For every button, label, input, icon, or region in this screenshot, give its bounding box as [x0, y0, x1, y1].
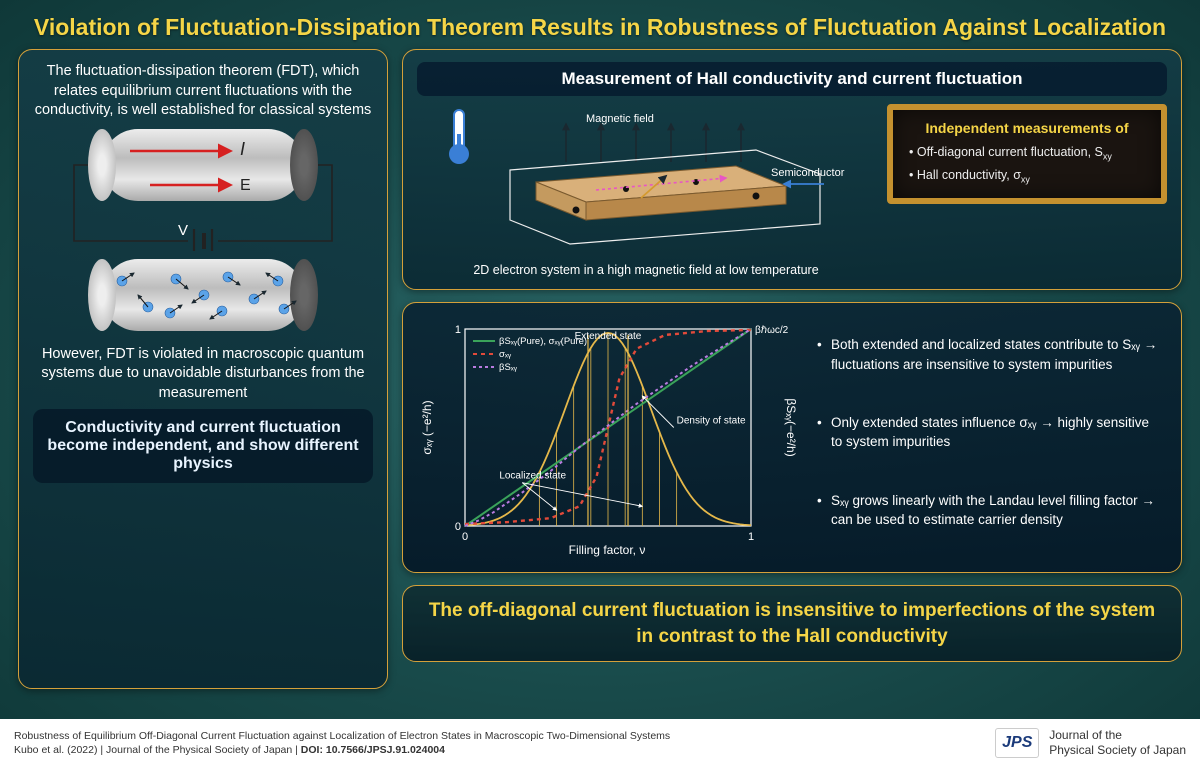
- footer-journal: JPS Journal of the Physical Society of J…: [995, 728, 1186, 758]
- main-grid: The fluctuation-dissipation theorem (FDT…: [0, 49, 1200, 689]
- svg-text:Density of state: Density of state: [677, 416, 746, 427]
- chart-bullets: Both extended and localized states contr…: [813, 315, 1167, 560]
- semiconductor-svg: Magnetic field: [436, 104, 856, 254]
- bullet-3: Sₓᵧ grows linearly with the Landau level…: [817, 491, 1163, 530]
- left-callout: Conductivity and current fluctuation bec…: [33, 409, 373, 483]
- svg-text:βℏωc/2: βℏωc/2: [755, 325, 789, 336]
- chalkboard: Independent measurements of Off-diagonal…: [887, 104, 1167, 204]
- jps-logo-icon: JPS: [995, 728, 1039, 758]
- svg-text:Localized state: Localized state: [499, 471, 566, 482]
- svg-text:0: 0: [455, 521, 461, 533]
- circuit-svg: I E V: [70, 121, 336, 251]
- svg-text:βSₓᵧ(Pure), σₓᵧ(Pure): βSₓᵧ(Pure), σₓᵧ(Pure): [499, 336, 587, 347]
- cylinder-diagrams: I E V: [33, 121, 373, 341]
- svg-text:σₓᵧ: σₓᵧ: [499, 349, 512, 360]
- measurement-panel: Measurement of Hall conductivity and cur…: [402, 49, 1182, 290]
- slab: [536, 166, 786, 220]
- chart-panel: 0 1 0 1 Filling factor, ν σₓᵧ (−e²/h) βSₓᵧ(−e²…: [402, 302, 1182, 573]
- chart-container: 0 1 0 1 Filling factor, ν σₓᵧ (−e²/h) βSₓᵧ(−e²…: [417, 315, 797, 560]
- cylinder-conductor: I E V: [88, 129, 318, 201]
- cylinder-quantum: [88, 259, 318, 331]
- conclusion-banner: The off-diagonal current fluctuation is …: [402, 585, 1182, 662]
- footer-citation: Robustness of Equilibrium Off-Diagonal C…: [14, 729, 670, 757]
- intro-text: The fluctuation-dissipation theorem (FDT…: [33, 62, 373, 121]
- bullet-1: Both extended and localized states contr…: [817, 335, 1163, 374]
- label-I: I: [240, 139, 245, 159]
- svg-text:βSₓᵧ(−e²/h): βSₓᵧ(−e²/h): [784, 398, 797, 456]
- secondary-text: However, FDT is violated in macroscopic …: [33, 345, 373, 404]
- label-semiconductor: Semiconductor: [771, 167, 845, 179]
- svg-text:βSₓᵧ: βSₓᵧ: [499, 362, 518, 373]
- semiconductor-caption: 2D electron system in a high magnetic fi…: [417, 263, 875, 277]
- svg-text:1: 1: [748, 531, 754, 543]
- svg-text:0: 0: [462, 531, 468, 543]
- svg-text:Filling factor, ν: Filling factor, ν: [569, 543, 646, 557]
- label-magfield: Magnetic field: [586, 113, 654, 125]
- page-title: Violation of Fluctuation-Dissipation The…: [0, 0, 1200, 49]
- left-panel: The fluctuation-dissipation theorem (FDT…: [18, 49, 388, 689]
- particles-svg: [88, 259, 318, 331]
- chalk-title: Independent measurements of: [905, 120, 1149, 136]
- label-E: E: [240, 177, 251, 194]
- measurement-header: Measurement of Hall conductivity and cur…: [417, 62, 1167, 96]
- semiconductor-diagram: Magnetic field: [417, 104, 875, 277]
- chart-svg: 0 1 0 1 Filling factor, ν σₓᵧ (−e²/h) βSₓᵧ(−e²…: [417, 315, 797, 560]
- svg-text:σₓᵧ (−e²/h): σₓᵧ (−e²/h): [420, 400, 434, 454]
- footer: Robustness of Equilibrium Off-Diagonal C…: [0, 719, 1200, 767]
- chalk-list: Off-diagonal current fluctuation, Sxy Ha…: [905, 142, 1149, 188]
- svg-text:1: 1: [455, 324, 461, 336]
- label-V: V: [178, 222, 188, 239]
- bullet-2: Only extended states influence σₓᵧ → hig…: [817, 413, 1163, 452]
- thermometer-icon: [449, 110, 469, 164]
